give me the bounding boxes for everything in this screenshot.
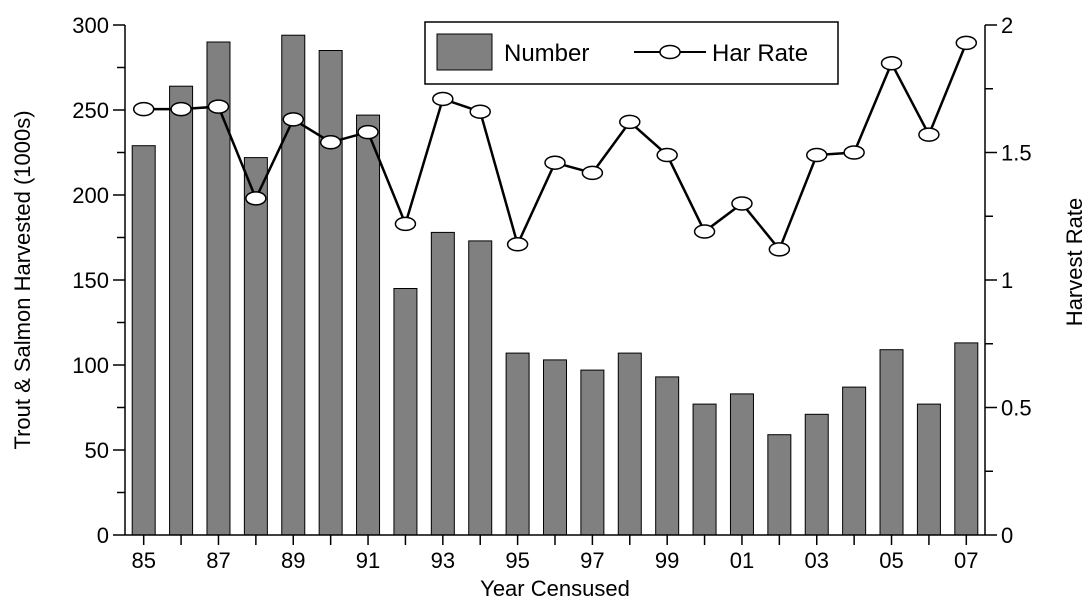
har-rate-point-99 [656, 147, 678, 163]
bar-04 [842, 386, 867, 536]
y-tick-label: 200 [72, 183, 109, 208]
bar-92 [393, 288, 418, 536]
bar-03 [804, 413, 829, 536]
har-rate-point-86 [170, 101, 192, 117]
har-rate-point-05 [880, 56, 903, 71]
y-axis-title: Trout & Salmon Harvested (1000s) [10, 110, 35, 449]
legend-box [424, 21, 839, 85]
har-rate-point-98 [619, 114, 641, 130]
bar-89 [281, 34, 306, 536]
har-rate-point-00 [693, 224, 716, 239]
har-rate-point-91 [357, 124, 379, 140]
har-rate-point-03 [805, 147, 828, 163]
har-rate-point-92 [394, 216, 417, 232]
har-rate-point-06 [918, 127, 940, 142]
bar-86 [169, 85, 194, 536]
har-rate-point-90 [319, 135, 342, 150]
x-tick-label: 99 [655, 548, 679, 573]
y-tick-label: 250 [72, 98, 109, 123]
x-tick-label: 95 [505, 548, 529, 573]
har-rate-point-96 [544, 155, 566, 170]
y2-tick-label: 2 [1001, 13, 1013, 38]
har-rate-point-04 [843, 145, 865, 160]
y-tick-label: 300 [72, 13, 109, 38]
bar-96 [543, 359, 567, 536]
har-rate-point-02 [768, 242, 791, 257]
har-rate-point-88 [245, 191, 267, 206]
y-tick-label: 100 [72, 353, 109, 378]
x-tick-label: 03 [804, 548, 828, 573]
y2-tick-label: 1 [1001, 268, 1013, 293]
har-rate-line-layer [132, 35, 978, 257]
har-rate-point-97 [581, 165, 604, 181]
bar-99 [655, 376, 680, 536]
bar-87 [206, 41, 231, 536]
x-tick-label: 05 [879, 548, 903, 573]
bar-88 [243, 157, 268, 536]
y-tick-label: 50 [85, 438, 109, 463]
bar-07 [954, 342, 979, 536]
x-tick-label: 93 [431, 548, 455, 573]
bar-95 [505, 352, 530, 536]
bar-06 [916, 403, 941, 536]
x-tick-label: 07 [954, 548, 978, 573]
legend-swatch-marker [659, 44, 681, 60]
bar-94 [468, 240, 493, 536]
har-rate-point-93 [432, 91, 454, 107]
har-rate-point-85 [132, 101, 155, 117]
x-tick-label: 97 [580, 548, 604, 573]
har-rate-point-89 [282, 112, 305, 127]
bar-01 [729, 393, 754, 536]
x-tick-label: 89 [281, 548, 305, 573]
bar-91 [356, 114, 381, 536]
har-rate-point-01 [731, 196, 753, 211]
legend-label-number: Number [504, 40, 589, 67]
har-rate-point-95 [506, 237, 529, 252]
bar-85 [131, 145, 156, 536]
y2-tick-label: 0 [1001, 523, 1013, 548]
x-tick-label: 01 [730, 548, 754, 573]
legend-label-har-rate: Har Rate [712, 40, 808, 67]
bar-97 [580, 369, 605, 536]
y2-tick-label: 1.5 [1001, 141, 1032, 166]
har-rate-point-07 [955, 35, 978, 51]
bars-layer [131, 34, 979, 536]
legend-swatch-number [436, 33, 493, 71]
x-tick-label: 85 [131, 548, 155, 573]
y-tick-label: 150 [72, 268, 109, 293]
y2-axis-title: Harvest Rate [1062, 198, 1087, 326]
x-tick-label: 91 [356, 548, 380, 573]
y-tick-label: 0 [97, 523, 109, 548]
x-tick-label: 87 [206, 548, 230, 573]
bar-00 [692, 403, 717, 536]
har-rate-point-94 [469, 104, 491, 119]
bar-93 [430, 231, 455, 536]
y2-tick-label: 0.5 [1001, 396, 1032, 421]
bar-05 [879, 349, 904, 536]
bar-02 [767, 434, 792, 536]
x-axis-title: Year Censused [480, 576, 630, 601]
har-rate-point-87 [207, 99, 230, 114]
legend: Number Har Rate [424, 21, 839, 85]
bar-98 [617, 352, 642, 536]
bar-90 [318, 50, 343, 536]
